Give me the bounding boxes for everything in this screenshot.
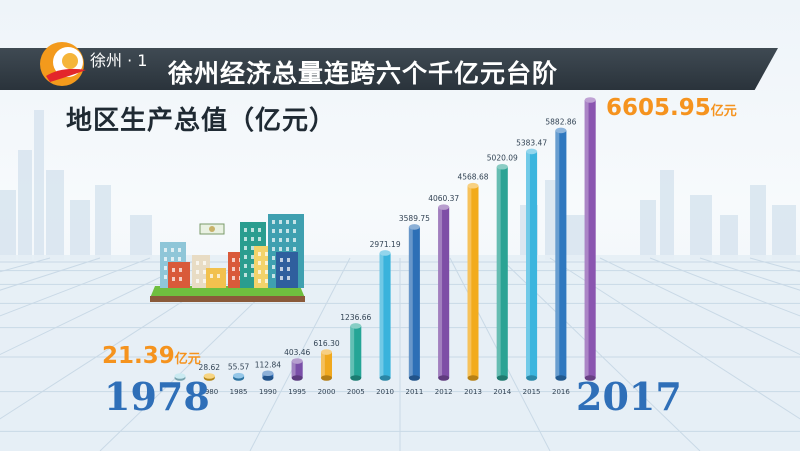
bar-value-label: 112.84 xyxy=(255,360,281,369)
bar-2010 xyxy=(379,250,391,381)
bar-2016 xyxy=(555,127,567,381)
bar-2012 xyxy=(438,204,450,381)
bar-value-label: 5383.47 xyxy=(516,138,547,147)
last-value-callout: 6605.95亿元 xyxy=(606,95,737,121)
first-value-callout: 21.39亿元 xyxy=(102,343,201,369)
bar-value-label: 4060.37 xyxy=(428,194,459,203)
year-tick-label: 2012 xyxy=(435,388,453,396)
bar-1980 xyxy=(203,373,215,381)
bar-1978 xyxy=(174,373,186,381)
start-year-label: 1978 xyxy=(104,374,210,419)
bar-1990 xyxy=(262,370,274,381)
year-tick-label: 2014 xyxy=(493,388,511,396)
year-tick-label: 1980 xyxy=(200,388,218,396)
bar-value-label: 4568.68 xyxy=(457,173,488,182)
bar-value-label: 28.62 xyxy=(199,363,221,372)
bar-1985 xyxy=(233,372,245,381)
year-tick-label: 2005 xyxy=(347,388,365,396)
bar-value-label: 2971.19 xyxy=(370,240,401,249)
bar-value-label: 3589.75 xyxy=(399,214,430,223)
station-logo-icon xyxy=(36,36,96,90)
first-value: 21.39 xyxy=(102,343,175,369)
year-tick-label: 2000 xyxy=(318,388,336,396)
last-value-unit: 亿元 xyxy=(710,104,737,119)
first-value-unit: 亿元 xyxy=(174,352,201,367)
year-tick-label: 1995 xyxy=(288,388,306,396)
bar-value-label: 403.46 xyxy=(284,348,310,357)
channel-name: 徐州 · 1 xyxy=(90,51,148,70)
year-tick-label: 2011 xyxy=(405,388,423,396)
headline-title: 徐州经济总量连跨六个千亿元台阶 xyxy=(168,59,559,88)
bar-2014 xyxy=(496,163,508,381)
bar-2017 xyxy=(584,97,596,381)
chart-title: 地区生产总值（亿元） xyxy=(66,106,337,136)
year-tick-label: 2013 xyxy=(464,388,482,396)
bar-value-label: 5020.09 xyxy=(487,154,518,163)
bar-value-label: 55.57 xyxy=(228,363,250,372)
bar-2005 xyxy=(350,323,362,381)
bar-value-label: 1236.66 xyxy=(340,313,371,322)
year-tick-label: 2010 xyxy=(376,388,394,396)
year-tick-label: 2015 xyxy=(523,388,541,396)
bar-value-label: 5882.86 xyxy=(545,117,576,126)
bar-2013 xyxy=(467,182,479,381)
bar-value-label: 616.30 xyxy=(313,339,339,348)
bar-2000 xyxy=(321,349,332,381)
last-value: 6605.95 xyxy=(606,95,711,121)
bar-2015 xyxy=(526,148,538,381)
headline-banner xyxy=(0,48,778,90)
city-buildings-illustration xyxy=(150,214,305,302)
bar-1995 xyxy=(291,358,303,381)
year-tick-label: 1985 xyxy=(230,388,248,396)
end-year-label: 2017 xyxy=(576,374,682,419)
year-tick-label: 2016 xyxy=(552,388,570,396)
bar-2011 xyxy=(408,224,420,381)
year-tick-label: 1990 xyxy=(259,388,277,396)
